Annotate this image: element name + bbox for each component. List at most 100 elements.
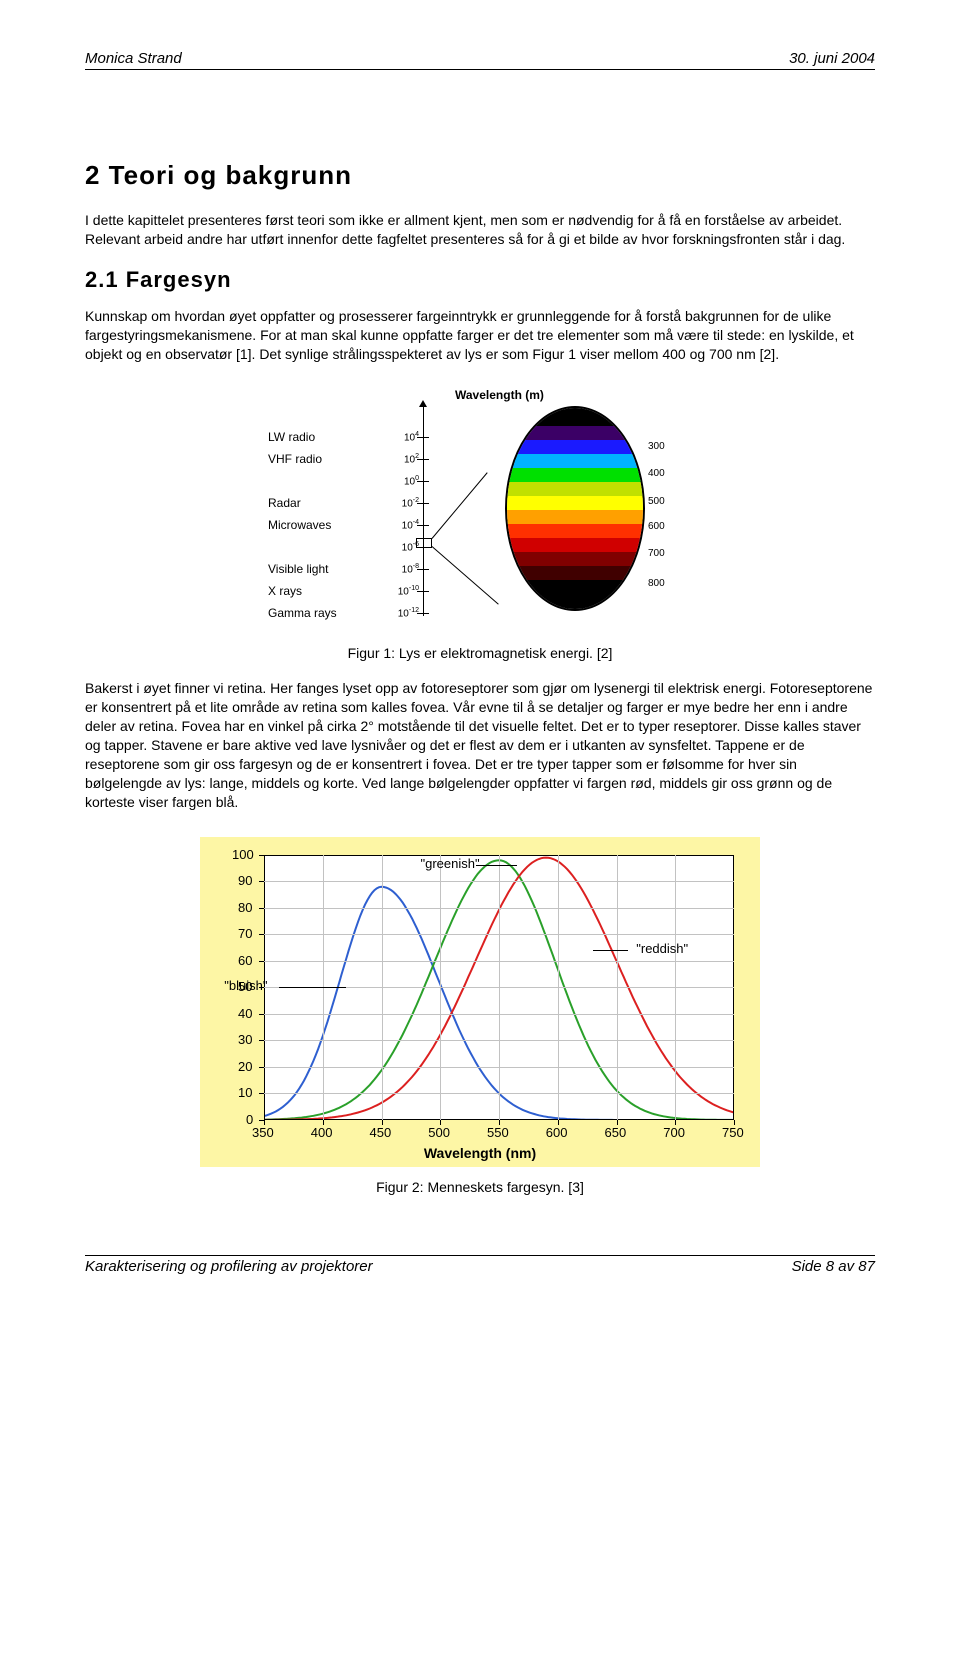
x-tick-label: 350 (252, 1125, 274, 1140)
y-tick (259, 961, 264, 962)
x-tick-label: 600 (546, 1125, 568, 1140)
cone-annotation: "greenish" (421, 856, 480, 871)
cone-annotation: "bluish" (224, 978, 267, 993)
em-tick: 10-4 (417, 525, 429, 526)
em-band-label: Gamma rays (268, 606, 337, 620)
spectrum-nm-label: 800 (648, 578, 665, 589)
spectrum-band (507, 580, 643, 611)
y-tick (259, 881, 264, 882)
spectrum-nm-label: 500 (648, 496, 665, 507)
em-axis-title: Wavelength (m) (455, 388, 544, 402)
y-tick-label: 70 (238, 926, 252, 941)
y-tick (259, 855, 264, 856)
spectrum-nm-label: 300 (648, 441, 665, 452)
heading-1: 2 Teori og bakgrunn (85, 160, 875, 191)
em-band-label: VHF radio (268, 452, 322, 466)
em-tick-label: 10-2 (402, 497, 419, 509)
spectrum-oval (505, 406, 645, 611)
cone-annotation-line (593, 950, 628, 951)
spectrum-nm-label: 400 (648, 468, 665, 479)
em-tick-label: 10-10 (398, 585, 419, 597)
y-tick (259, 1014, 264, 1015)
x-tick-label: 550 (487, 1125, 509, 1140)
em-tick: 10-2 (417, 503, 429, 504)
em-spectrum-diagram: Wavelength (m) 10410210010-210-410-610-8… (230, 388, 730, 633)
em-band-label: LW radio (268, 430, 315, 444)
em-zoom-box (416, 538, 432, 548)
x-tick-label: 500 (428, 1125, 450, 1140)
header-date: 30. juni 2004 (789, 50, 875, 67)
spectrum-band (507, 440, 643, 454)
spectrum-band (507, 538, 643, 552)
header-author: Monica Strand (85, 50, 182, 67)
em-band-label: X rays (268, 584, 302, 598)
y-tick (259, 1120, 264, 1121)
paragraph-2-1-a: Kunnskap om hvordan øyet oppfatter og pr… (85, 307, 875, 364)
y-tick-label: 30 (238, 1032, 252, 1047)
spectrum-band (507, 552, 643, 566)
spectrum-band (507, 510, 643, 524)
em-tick: 10-12 (417, 613, 429, 614)
figure-2-caption: Figur 2: Menneskets fargesyn. [3] (85, 1179, 875, 1195)
grid-line (264, 1014, 734, 1015)
y-tick-label: 20 (238, 1059, 252, 1074)
em-tick-label: 102 (404, 453, 419, 465)
heading-2-1: 2.1 Fargesyn (85, 267, 875, 293)
y-tick (259, 908, 264, 909)
em-tick: 10-10 (417, 591, 429, 592)
grid-line (264, 1093, 734, 1094)
footer-right: Side 8 av 87 (792, 1258, 875, 1275)
em-tick: 102 (417, 459, 429, 460)
grid-line (264, 934, 734, 935)
y-tick (259, 1093, 264, 1094)
y-tick-label: 0 (246, 1112, 253, 1127)
spectrum-nm-label: 700 (648, 548, 665, 559)
y-tick-label: 40 (238, 1006, 252, 1021)
grid-line (264, 1067, 734, 1068)
x-tick-label: 450 (370, 1125, 392, 1140)
figure-1-caption: Figur 1: Lys er elektromagnetisk energi.… (85, 645, 875, 661)
spectrum-band (507, 468, 643, 482)
em-tick-label: 104 (404, 431, 419, 443)
em-tick-label: 10-12 (398, 607, 419, 619)
figure-1: Wavelength (m) 10410210010-210-410-610-8… (85, 388, 875, 633)
em-zoom-line-bottom (432, 547, 499, 605)
cone-annotation: "reddish" (636, 941, 688, 956)
paragraph-2-1-b: Bakerst i øyet finner vi retina. Her fan… (85, 679, 875, 811)
figure-2: Relative sensitivity Wavelength (nm) 350… (85, 837, 875, 1167)
em-band-label: Radar (268, 496, 301, 510)
cone-x-title: Wavelength (nm) (200, 1145, 760, 1161)
y-tick-label: 100 (232, 847, 254, 862)
y-tick (259, 1067, 264, 1068)
spectrum-band (507, 496, 643, 510)
x-tick-label: 750 (722, 1125, 744, 1140)
em-tick: 100 (417, 481, 429, 482)
em-tick: 104 (417, 437, 429, 438)
y-tick-label: 90 (238, 873, 252, 888)
em-tick: 10-8 (417, 569, 429, 570)
x-tick-label: 650 (605, 1125, 627, 1140)
cone-annotation-line (476, 865, 517, 866)
spectrum-band (507, 454, 643, 468)
em-axis-line: 10410210010-210-410-610-810-1010-12 (423, 406, 424, 616)
spectrum-nm-label: 600 (648, 521, 665, 532)
em-tick-label: 100 (404, 475, 419, 487)
spectrum-band (507, 426, 643, 440)
y-tick (259, 934, 264, 935)
x-tick-label: 700 (663, 1125, 685, 1140)
y-tick-label: 80 (238, 900, 252, 915)
grid-line (264, 961, 734, 962)
em-tick-label: 10-8 (402, 563, 419, 575)
page: Monica Strand 30. juni 2004 2 Teori og b… (0, 0, 960, 1315)
spectrum-band (507, 524, 643, 538)
page-footer: Karakterisering og profilering av projek… (85, 1255, 875, 1275)
em-tick-label: 10-4 (402, 519, 419, 531)
y-tick-label: 60 (238, 953, 252, 968)
grid-line (264, 908, 734, 909)
spectrum-band (507, 482, 643, 496)
page-header: Monica Strand 30. juni 2004 (85, 50, 875, 70)
intro-paragraph: I dette kapittelet presenteres først teo… (85, 211, 875, 249)
y-tick-label: 10 (238, 1085, 252, 1100)
em-band-label: Microwaves (268, 518, 331, 532)
spectrum-band (507, 408, 643, 426)
